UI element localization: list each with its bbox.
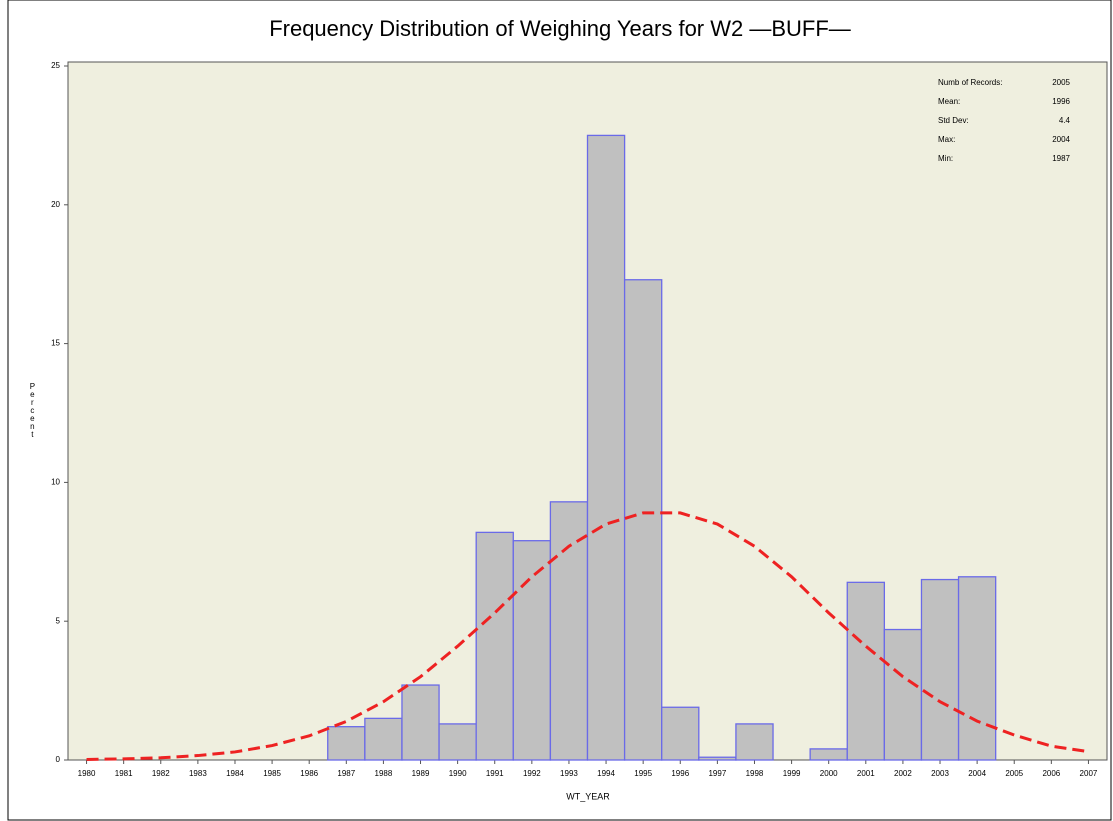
y-axis-label: Percent	[28, 382, 37, 438]
bar	[698, 756, 737, 761]
stat-value: 1996	[1052, 97, 1070, 106]
stat-label: Min:	[938, 154, 953, 163]
bar	[809, 748, 848, 761]
x-tick-label: 1990	[449, 769, 467, 778]
x-tick-label: 2001	[857, 769, 875, 778]
bar	[475, 531, 514, 761]
x-tick-label: 1984	[226, 769, 244, 778]
bar	[957, 576, 997, 761]
stat-value: 2005	[1052, 78, 1070, 87]
x-tick-label: 2006	[1042, 769, 1060, 778]
x-axis-label: WT_YEAR	[566, 791, 610, 801]
x-tick-label: 1983	[189, 769, 207, 778]
x-tick-label: 2003	[931, 769, 949, 778]
bar	[364, 717, 403, 761]
x-tick-label: 1980	[78, 769, 96, 778]
x-tick-label: 1991	[486, 769, 504, 778]
stat-label: Std Dev:	[938, 116, 969, 125]
bar	[735, 723, 774, 761]
x-tick-label: 1999	[783, 769, 801, 778]
bar	[549, 501, 589, 761]
chart-title: Frequency Distribution of Weighing Years…	[269, 16, 851, 41]
bar	[661, 706, 700, 761]
y-tick-label: 10	[51, 478, 60, 487]
bar	[586, 134, 626, 761]
x-tick-label: 2000	[820, 769, 838, 778]
x-tick-label: 1982	[152, 769, 170, 778]
bar	[438, 723, 477, 761]
bar	[883, 628, 923, 761]
stat-value: 2004	[1052, 135, 1070, 144]
bar	[846, 581, 886, 761]
x-tick-label: 1989	[412, 769, 430, 778]
x-tick-label: 2004	[968, 769, 986, 778]
x-tick-label: 2002	[894, 769, 912, 778]
stat-label: Mean:	[938, 97, 960, 106]
x-tick-label: 1995	[634, 769, 652, 778]
bar	[623, 279, 663, 761]
x-tick-label: 2005	[1005, 769, 1023, 778]
stat-value: 1987	[1052, 154, 1070, 163]
bar	[401, 684, 440, 761]
x-tick-label: 1988	[375, 769, 393, 778]
bar	[327, 726, 366, 761]
y-tick-label: 15	[51, 339, 60, 348]
bar	[920, 578, 960, 761]
bar	[512, 540, 552, 761]
y-tick-label: 0	[56, 755, 61, 764]
normal-curve	[86, 511, 1089, 761]
stat-label: Numb of Records:	[938, 78, 1002, 87]
x-tick-label: 1998	[746, 769, 764, 778]
x-tick-label: 1992	[523, 769, 541, 778]
y-tick-label: 20	[51, 200, 60, 209]
x-tick-label: 1981	[115, 769, 133, 778]
x-tick-label: 1986	[300, 769, 318, 778]
stat-value: 4.4	[1059, 116, 1071, 125]
x-tick-label: 1997	[708, 769, 726, 778]
y-tick-label: 5	[56, 616, 61, 625]
stat-label: Max:	[938, 135, 955, 144]
x-tick-label: 1985	[263, 769, 281, 778]
y-tick-label: 25	[51, 61, 60, 70]
x-tick-label: 1996	[671, 769, 689, 778]
x-tick-label: 2007	[1080, 769, 1098, 778]
x-tick-label: 1987	[337, 769, 355, 778]
x-tick-label: 1994	[597, 769, 615, 778]
x-tick-label: 1993	[560, 769, 578, 778]
